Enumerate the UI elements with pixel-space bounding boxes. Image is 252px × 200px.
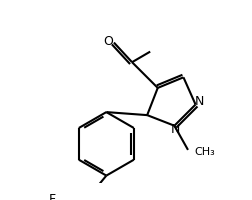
Text: F: F	[49, 193, 56, 200]
Text: O: O	[103, 35, 113, 48]
Text: N: N	[195, 95, 204, 108]
Text: N: N	[170, 123, 180, 136]
Text: CH₃: CH₃	[195, 147, 215, 157]
